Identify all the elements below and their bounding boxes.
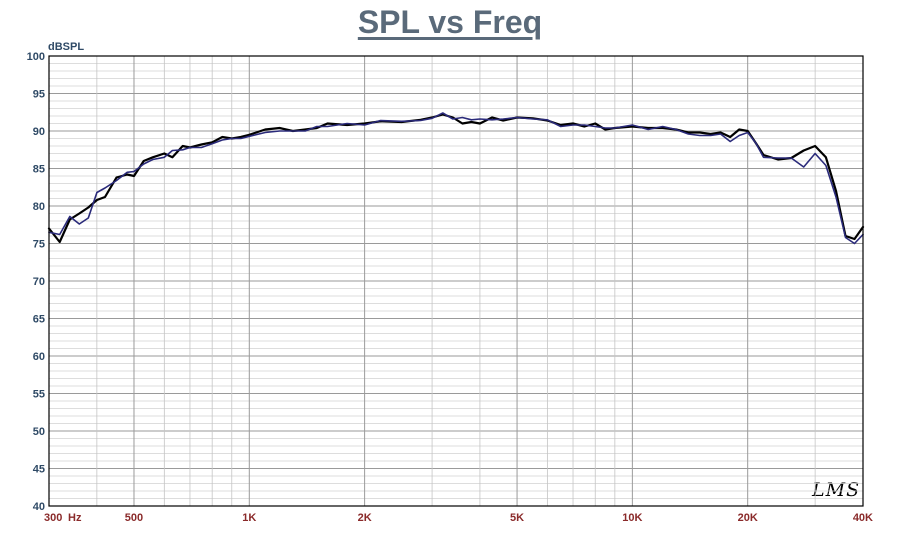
y-tick-labels: 40 45 50 55 60 65 70 75 80 85 90 95 100 [27, 51, 45, 513]
y-tick-label: 60 [33, 351, 45, 363]
series-line-1 [47, 113, 865, 244]
y-tick-label: 70 [33, 276, 45, 288]
y-tick-label: 40 [33, 501, 45, 513]
series-line-2 [48, 112, 864, 245]
y-tick-label: 65 [33, 314, 45, 326]
y-tick-label: 85 [33, 164, 45, 176]
y-tick-label: 90 [33, 126, 45, 138]
x-tick-label: 2K [358, 512, 372, 524]
y-tick-label: 55 [33, 389, 45, 401]
y-tick-label: 100 [27, 51, 45, 63]
y-tick-label: 50 [33, 426, 45, 438]
series-layer [47, 112, 865, 245]
lms-logo-watermark: LMS [812, 479, 861, 501]
x-tick-label: 300 [44, 512, 62, 524]
y-tick-label: 45 [33, 464, 45, 476]
y-axis-label: dBSPL [48, 41, 85, 53]
x-tick-label: 500 [125, 512, 143, 524]
x-tick-label: 20K [738, 512, 758, 524]
x-tick-label: 40K [853, 512, 873, 524]
y-tick-label: 75 [33, 239, 45, 251]
x-tick-label: 5K [510, 512, 524, 524]
y-tick-label: 80 [33, 201, 45, 213]
y-tick-label: 95 [33, 89, 45, 101]
x-tick-label: 1K [242, 512, 256, 524]
x-unit-label: Hz [68, 512, 82, 524]
plot-frame [48, 55, 864, 507]
x-tick-label: 10K [622, 512, 642, 524]
x-tick-labels: 300 500 1K 2K 5K 10K 20K 40K Hz [44, 512, 873, 524]
chart-title: SPL vs Freq [357, 4, 543, 40]
chart-grid [48, 55, 864, 507]
